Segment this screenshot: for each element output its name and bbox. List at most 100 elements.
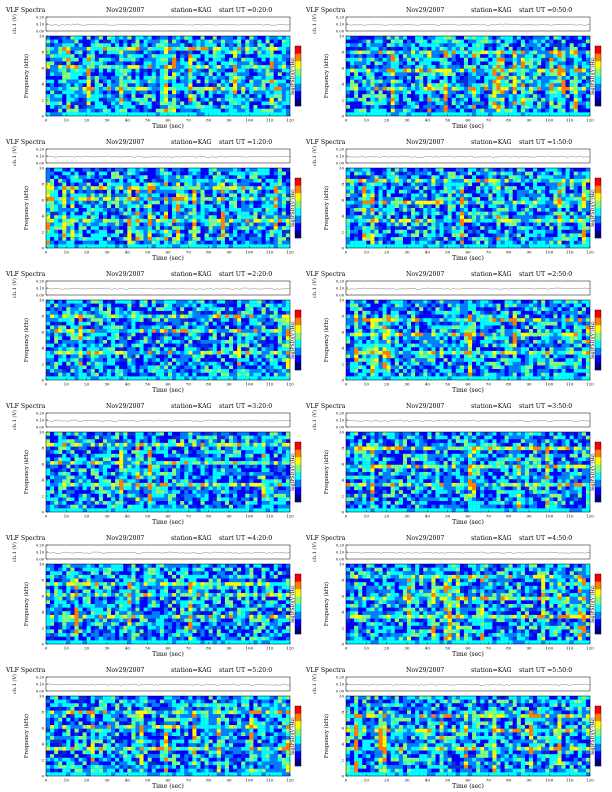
panel-start-ut: start UT =1:20:0 (219, 139, 272, 146)
spectrogram-cell (155, 97, 160, 102)
spectrogram-cell (520, 86, 526, 91)
spectrogram-cell (70, 186, 75, 190)
spectrogram-cell (261, 46, 266, 51)
spectrogram-cell (184, 79, 189, 84)
spectrogram-cell (208, 79, 213, 84)
spectrogram-cell (111, 204, 116, 209)
spectrogram-cell (346, 197, 351, 201)
spectrogram-cell (115, 182, 120, 187)
spectrogram-cell (581, 43, 587, 48)
spectrogram-cell (127, 43, 132, 48)
spectrogram-cell (78, 105, 83, 109)
spectrogram-cell (435, 39, 440, 44)
spectrogram-cell (394, 43, 399, 48)
spectrogram-cell (411, 76, 416, 80)
spectrogram-cell (549, 65, 554, 69)
spectrogram-cell (565, 233, 570, 238)
spectrogram-cell (277, 112, 282, 117)
spectrogram-cell (520, 108, 526, 113)
spectrogram-cell (370, 43, 375, 48)
spectrogram-cell (557, 244, 562, 249)
spectrogram-cell (269, 218, 274, 223)
spectrogram-cell (427, 94, 432, 98)
spectrogram-cell (220, 189, 226, 194)
spectrogram-cell (196, 72, 201, 77)
spectrogram-cell (229, 97, 234, 102)
spectrogram-cell (168, 186, 173, 190)
spectrogram-cell (265, 68, 270, 73)
spectrogram-cell (111, 175, 116, 180)
spectrogram-cell (516, 229, 521, 234)
spectrogram-cell (147, 237, 152, 241)
spectrogram-cell (537, 94, 542, 98)
spectrogram-cell (220, 101, 226, 106)
spectrogram-cell (569, 79, 574, 84)
spectrogram-cell (549, 215, 554, 220)
spectrogram-cell (504, 168, 509, 172)
spectrogram-cell (241, 222, 246, 227)
spectrogram-cell (143, 182, 148, 187)
spectrogram-cell (354, 240, 359, 245)
spectrogram-cell (573, 83, 578, 88)
spectrogram-cell (78, 65, 83, 69)
spectrogram-cell (415, 112, 420, 117)
spectrogram-cell (508, 39, 513, 44)
spectrogram-cell (557, 108, 562, 113)
spectrogram-cell (212, 222, 217, 227)
spectrogram-cell (394, 200, 399, 205)
spectrogram-cell (163, 50, 169, 55)
spectrogram-cell (346, 218, 351, 223)
spectrogram-cell (82, 79, 87, 84)
spectrogram-cell (537, 186, 542, 190)
spectrogram-cell (557, 193, 562, 198)
spectrogram-cell (549, 36, 554, 40)
spectrogram-cell (358, 50, 363, 55)
spectrogram-cell (508, 211, 513, 216)
spectrogram-cell (435, 222, 440, 227)
spectrogram-cell (184, 182, 189, 187)
colorbar-segment (295, 76, 301, 84)
spectrogram-cell (569, 193, 574, 198)
spectrogram-cell (261, 50, 266, 55)
spectrogram-cell (415, 54, 420, 58)
spectrogram-cell (468, 94, 473, 98)
time-tick-label: 70 (486, 118, 492, 123)
spectrogram-cell (131, 229, 136, 234)
spectrogram-cell (459, 36, 465, 40)
spectrogram-cell (565, 36, 570, 40)
spectrogram-cell (98, 208, 104, 212)
freq-tick-label: 4 (341, 82, 344, 87)
spectrogram-cell (472, 193, 477, 198)
spectrogram-cell (585, 86, 591, 91)
spectrogram-cell (480, 39, 485, 44)
spectrogram-cell (447, 90, 452, 95)
spectrogram-cell (143, 237, 148, 241)
spectrogram-cell (545, 97, 550, 102)
spectrogram-cell (102, 68, 108, 73)
spectrogram-cell (431, 226, 436, 230)
spectrogram-cell (516, 112, 521, 117)
spectrogram-cell (269, 112, 274, 117)
spectrogram-cell (350, 229, 355, 234)
spectrogram-cell (492, 186, 497, 190)
spectrogram-cell (46, 229, 51, 234)
spectrogram-cell (135, 197, 140, 201)
spectrogram-cell (386, 204, 391, 209)
spectrogram-cell (488, 168, 493, 172)
spectrogram-cell (488, 105, 493, 109)
channel-waveform (45, 155, 291, 158)
spectrogram-cell (390, 211, 395, 216)
spectrogram-cell (370, 108, 375, 113)
spectrogram-cell (500, 36, 505, 40)
spectrogram-cell (350, 97, 355, 102)
spectrogram-cell (273, 204, 278, 209)
spectrogram-cell (492, 61, 497, 66)
spectrogram-cell (346, 182, 351, 187)
spectrogram-cell (151, 237, 156, 241)
time-tick-label: 120 (286, 118, 294, 123)
spectrogram-cell (362, 36, 367, 40)
spectrogram-cell (257, 46, 262, 51)
spectrogram-cell (484, 101, 489, 106)
spectrogram-cell (188, 175, 193, 180)
spectrogram-cell (411, 94, 416, 98)
